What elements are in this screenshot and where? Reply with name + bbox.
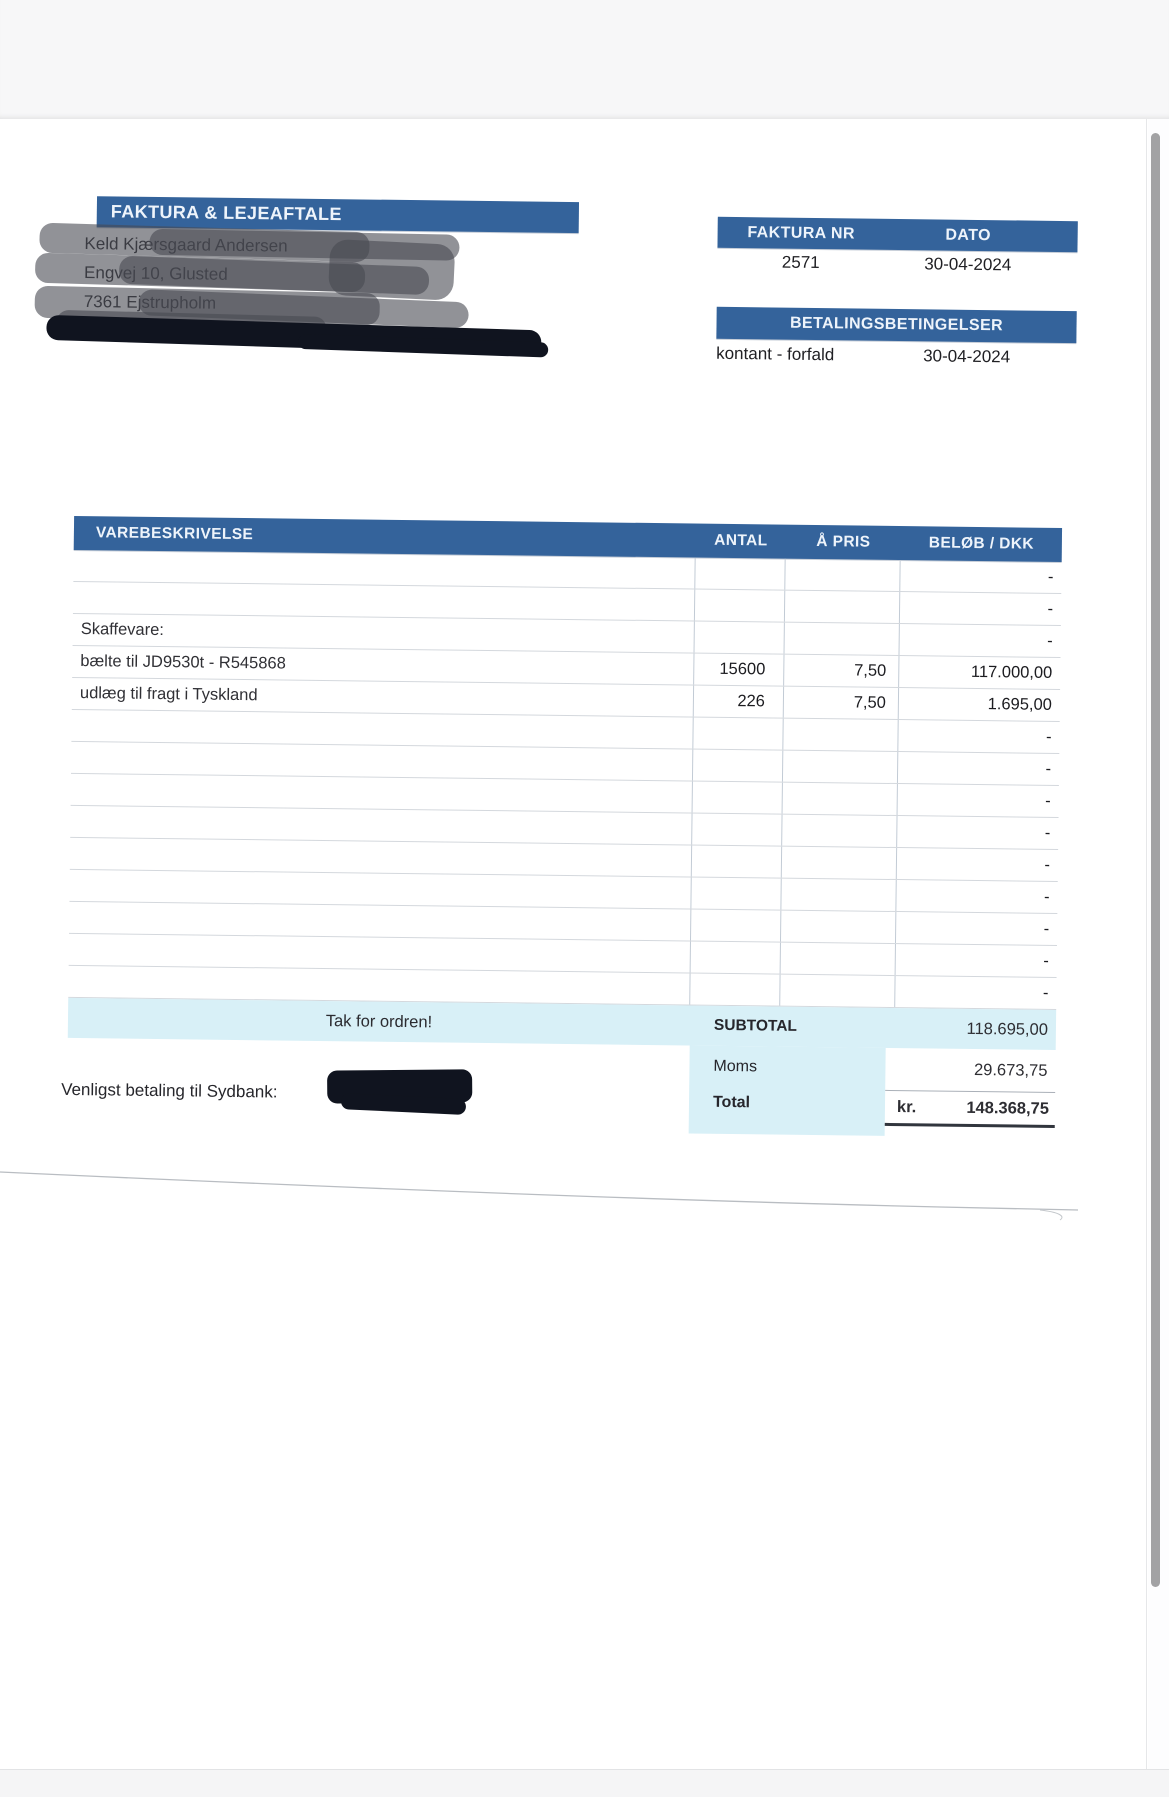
item-amount: - xyxy=(1042,983,1049,1002)
payment-terms-bar: BETALINGSBETINGELSER xyxy=(716,306,1077,344)
item-amount: - xyxy=(1043,951,1049,970)
date-label: DATO xyxy=(945,226,991,244)
payment-terms-label: BETALINGSBETINGELSER xyxy=(789,314,1004,335)
item-amount: 1.695,00 xyxy=(987,695,1053,714)
invoice-meta-header-bar: FAKTURA NR DATO xyxy=(717,216,1078,253)
item-unit-price xyxy=(780,974,896,1008)
item-unit-price: 7,50 xyxy=(784,654,900,688)
item-quantity xyxy=(690,973,781,1006)
item-unit-price xyxy=(781,878,897,912)
invoice-number-value: 2571 xyxy=(781,252,820,273)
item-unit-price xyxy=(782,814,898,848)
item-quantity xyxy=(693,717,784,750)
item-amount: - xyxy=(1044,823,1051,842)
item-quantity: 15600 xyxy=(694,653,785,686)
paper-right-edge xyxy=(1146,119,1147,1769)
item-unit-price xyxy=(781,846,898,880)
item-quantity xyxy=(692,749,784,782)
vat-label: Moms xyxy=(713,1057,758,1076)
item-unit-price xyxy=(783,718,899,752)
column-header-description: VAREBESKRIVELSE xyxy=(95,524,254,544)
item-quantity xyxy=(690,909,782,942)
column-header-unit-price: Å PRIS xyxy=(816,533,871,551)
payment-terms-values: kontant - forfald 30-04-2024 xyxy=(716,344,1076,374)
item-quantity: 226 xyxy=(693,685,785,718)
date-value: 30-04-2024 xyxy=(924,254,1012,275)
invoice-number-label: FAKTURA NR xyxy=(747,223,855,242)
item-amount: - xyxy=(1045,727,1052,746)
item-unit-price xyxy=(782,782,898,816)
total-box: kr. 148.368,75 xyxy=(884,1089,1056,1128)
item-amount: - xyxy=(1044,855,1051,874)
item-unit-price xyxy=(784,622,900,656)
invoice-meta-values: 2571 30-04-2024 xyxy=(717,252,1077,282)
item-quantity xyxy=(694,621,785,654)
item-amount: - xyxy=(1047,599,1054,618)
item-quantity xyxy=(694,589,786,622)
item-amount: - xyxy=(1045,759,1052,778)
item-amount: - xyxy=(1047,567,1054,586)
item-amount: - xyxy=(1045,791,1051,810)
item-amount: - xyxy=(1043,887,1050,906)
item-quantity xyxy=(692,813,783,846)
item-unit-price xyxy=(785,558,901,592)
item-unit-price xyxy=(780,910,897,944)
item-unit-price xyxy=(782,750,899,784)
thanks-note: Tak for ordren! xyxy=(325,1011,433,1031)
subtotal-label: SUBTOTAL xyxy=(713,1016,798,1035)
item-quantity xyxy=(691,845,783,878)
item-unit-price xyxy=(784,590,901,624)
paper-bottom-edge xyxy=(0,1769,1169,1797)
item-unit-price xyxy=(780,942,896,976)
table-body: - - Skaffevare: - bælte til JD9530t - R5… xyxy=(68,549,1062,1010)
item-quantity xyxy=(690,941,781,974)
item-amount: - xyxy=(1047,631,1053,650)
item-quantity xyxy=(691,877,782,910)
payment-due-date: 30-04-2024 xyxy=(923,346,1011,367)
column-header-quantity: ANTAL xyxy=(714,531,768,550)
item-unit-price: 7,50 xyxy=(783,686,900,720)
item-quantity xyxy=(692,781,783,814)
item-quantity xyxy=(695,557,786,590)
item-amount: - xyxy=(1043,919,1050,938)
total-amount: 148.368,75 xyxy=(966,1098,1050,1118)
item-amount: 117.000,00 xyxy=(970,662,1053,682)
total-label: Total xyxy=(712,1093,751,1112)
scrollbar-thumb[interactable] xyxy=(1151,133,1160,1587)
column-header-amount: BELØB / DKK xyxy=(928,534,1035,553)
subtotal-amount: 118.695,00 xyxy=(966,1019,1049,1039)
viewer-top-margin xyxy=(0,0,1169,119)
vat-amount: 29.673,75 xyxy=(973,1060,1048,1080)
currency-label: kr. xyxy=(896,1097,917,1116)
invoice-title: FAKTURA & LEJEAFTALE xyxy=(110,201,342,225)
payment-terms-value: kontant - forfald xyxy=(716,343,835,365)
